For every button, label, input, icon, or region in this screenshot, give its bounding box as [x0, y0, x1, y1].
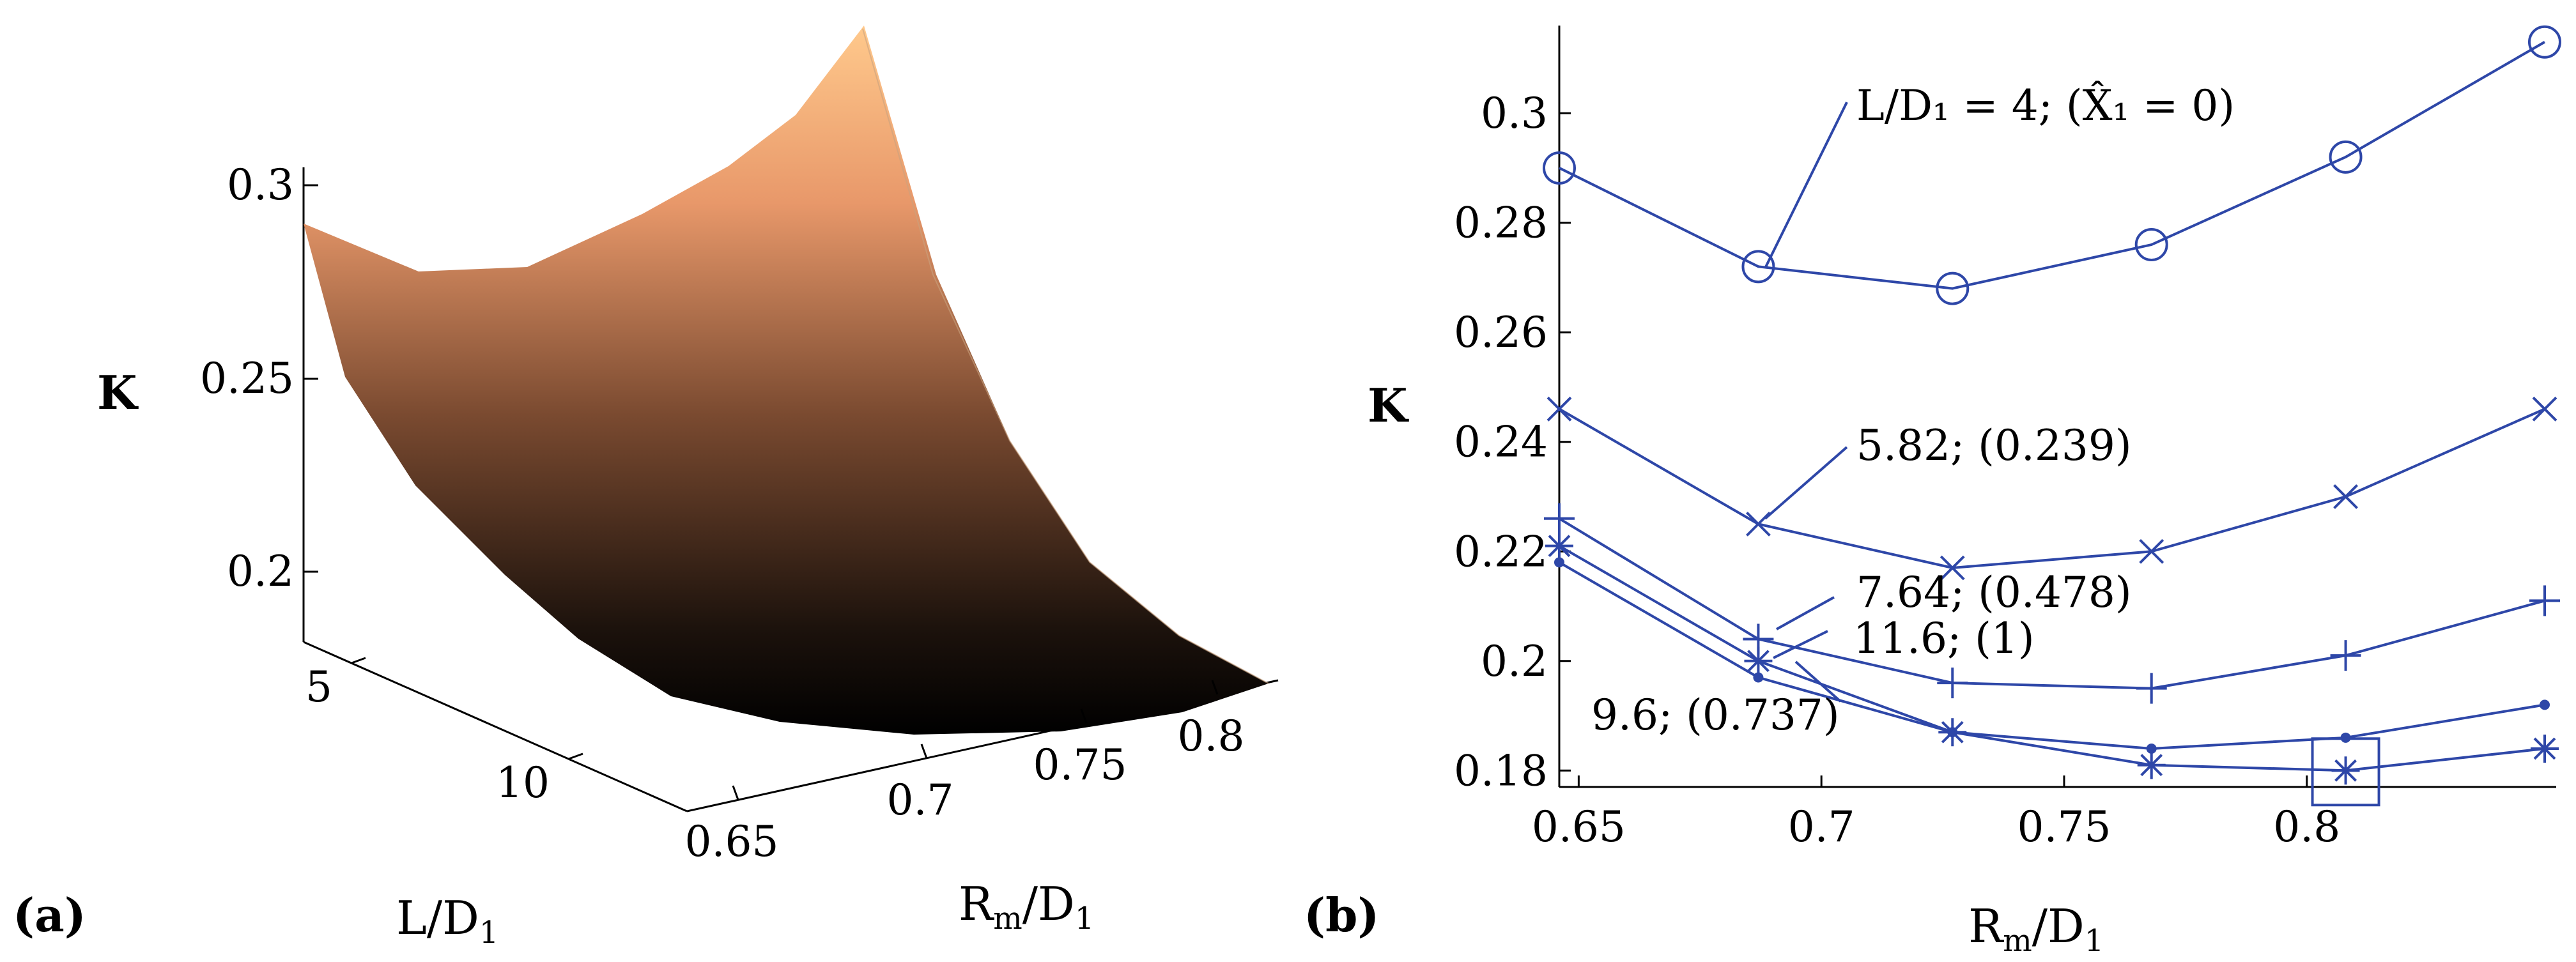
leader-series-4	[1794, 660, 1842, 703]
leader-series-2	[1764, 446, 1848, 520]
annotation-series-1: L/D₁ = 4; (X̂₁ = 0)	[1856, 81, 2235, 130]
y-tick-mark	[568, 752, 583, 760]
y-ticks: 5 10	[305, 657, 583, 807]
b-y-tick-label: 0.24	[1454, 418, 1548, 467]
series-4-point	[2540, 699, 2550, 710]
panel-b-label: (b)	[1304, 888, 1379, 942]
series-1-point	[1543, 151, 1576, 185]
x-tick-label: 0.7	[887, 775, 954, 825]
b-x-tick-label: 0.65	[1532, 802, 1626, 851]
series-3-point	[2529, 585, 2560, 616]
z-axis-label: K	[97, 365, 139, 420]
series-line-4	[1558, 561, 2545, 750]
series-4-point	[2146, 743, 2157, 754]
annotation-series-2: 5.82; (0.239)	[1856, 421, 2132, 470]
annotation-series-4: 9.6; (0.737)	[1591, 691, 1840, 740]
series-line-2	[1558, 408, 2545, 569]
x-axis-label: Rm/D1	[959, 877, 1094, 936]
series-2-point	[2532, 396, 2557, 422]
y-tick-label: 5	[305, 662, 332, 712]
series-1-point	[1741, 250, 1775, 284]
series-3-point	[2330, 640, 2361, 671]
series-2-point	[1940, 555, 1965, 581]
series-2-point	[2333, 484, 2358, 509]
z-tick-label: 0.3	[227, 160, 294, 210]
leader-series-5	[1773, 630, 1828, 659]
series-3-point	[1937, 668, 1968, 699]
y-tick-label: 10	[496, 758, 550, 807]
surface	[304, 26, 1269, 735]
series-5-point	[1744, 646, 1773, 675]
b-y-tick-label: 0.26	[1454, 308, 1548, 357]
x-ticks: 0.65 0.7 0.75 0.8	[685, 680, 1245, 866]
series-1-point	[1936, 271, 1970, 305]
series-5-point	[2137, 751, 2166, 779]
series-3-point	[1544, 503, 1575, 534]
annotations: L/D₁ = 4; (X̂₁ = 0) 5.82; (0.239) 7.64; …	[1591, 81, 2235, 740]
z-ticks: 0.3 0.25 0.2	[200, 160, 318, 596]
highlight-box	[2311, 737, 2380, 807]
z-tick-label: 0.2	[227, 547, 294, 596]
surface-edge	[862, 28, 1269, 684]
b-x-axis-label: Rm/D1	[1968, 899, 2104, 959]
b-y-tick-label: 0.18	[1454, 746, 1548, 795]
x-tick-mark	[1211, 680, 1219, 695]
b-x-tick-label: 0.75	[2017, 802, 2111, 851]
series-1-point	[2329, 140, 2363, 174]
series-line-3	[1558, 517, 2545, 690]
series-1-point	[2134, 228, 2168, 262]
series-5-point	[1545, 531, 1573, 560]
x-tick-label: 0.8	[1178, 712, 1245, 761]
x-tick-mark	[1080, 708, 1088, 724]
series-4-point	[1554, 557, 1564, 568]
b-y-tick-label: 0.22	[1454, 527, 1548, 576]
series-5-point	[1938, 718, 1967, 747]
series-4-point	[1753, 672, 1764, 683]
series-5-point	[2531, 734, 2559, 763]
series-2-point	[2139, 538, 2164, 564]
panel-a-label: (a)	[13, 888, 86, 942]
b-series	[1543, 25, 2561, 785]
series-1-point	[2528, 25, 2561, 59]
annotation-series-5: 11.6; (1)	[1853, 614, 2035, 663]
b-x-tick-label: 0.7	[1788, 802, 1855, 851]
panel-a: (a) 0.3 0.25 0.2 5 10 0.65 0.7 0.75 0.8 K L/D1…	[13, 26, 1279, 951]
series-5-point	[2331, 756, 2360, 785]
leader-series-3	[1776, 596, 1835, 630]
annotation-series-3: 7.64; (0.478)	[1856, 568, 2132, 617]
panel-b: (b) K Rm/D1 0.180.20.220.240.260.280.30.…	[1304, 25, 2561, 959]
series-3-point	[2136, 673, 2167, 704]
y-axis-label: L/D1	[396, 891, 498, 951]
b-y-tick-label: 0.2	[1481, 637, 1548, 686]
b-y-tick-label: 0.3	[1481, 89, 1548, 138]
series-line-1	[1559, 40, 2546, 290]
b-x-tick-label: 0.8	[2273, 802, 2340, 851]
x-tick-label: 0.65	[685, 817, 779, 866]
x-tick-label: 0.75	[1033, 740, 1127, 790]
y-axis-line	[303, 641, 688, 813]
x-tick-mark	[920, 744, 928, 759]
b-y-tick-label: 0.28	[1454, 199, 1548, 248]
b-ticks: 0.18 0.2 0.22 0.24 0.26 0.28 0.3 0.65 0.7 0.75 0.8	[1454, 89, 2340, 851]
y-tick-mark	[351, 657, 366, 664]
series-2-point	[1546, 396, 1572, 422]
leader-series-1	[1764, 102, 1848, 269]
z-tick-label: 0.25	[200, 354, 294, 403]
b-y-axis-label: K	[1368, 378, 1409, 432]
x-tick-mark	[732, 785, 739, 800]
